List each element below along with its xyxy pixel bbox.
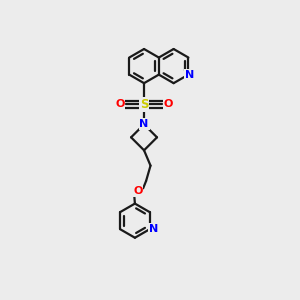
Text: N: N	[148, 224, 158, 234]
Text: O: O	[133, 186, 142, 196]
Text: S: S	[140, 98, 148, 111]
Text: N: N	[140, 119, 149, 129]
Text: O: O	[115, 99, 124, 110]
Text: N: N	[185, 70, 194, 80]
Text: O: O	[164, 99, 173, 110]
